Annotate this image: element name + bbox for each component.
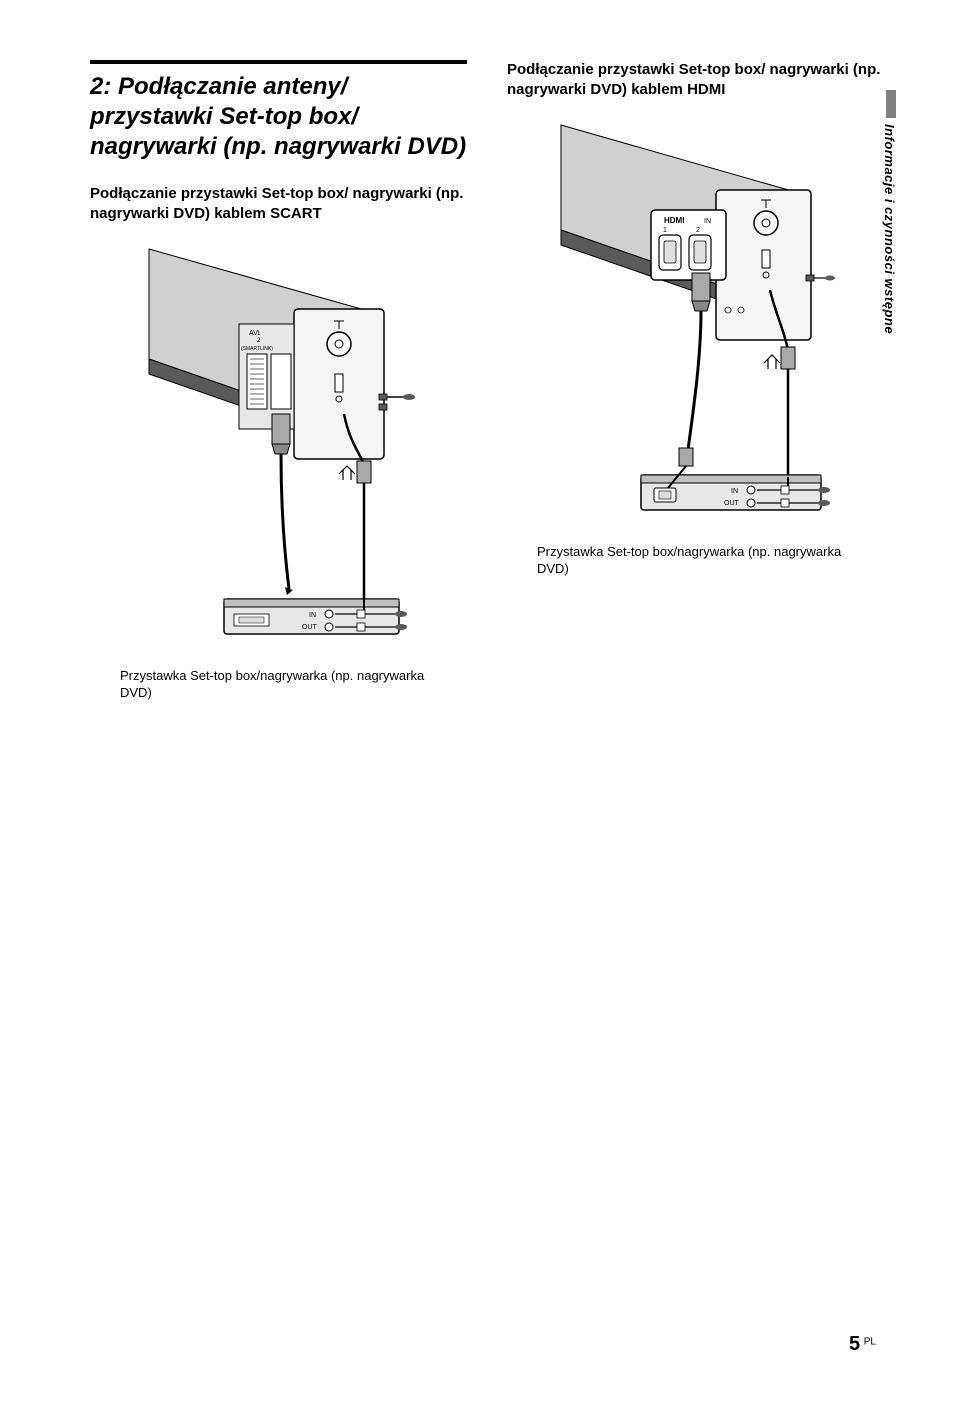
right-subheading: Podłączanie przystawki Set-top box/ nagr…	[507, 60, 884, 101]
right-column: Podłączanie przystawki Set-top box/ nagr…	[507, 60, 884, 702]
heading-rule	[90, 60, 467, 64]
in-label-2: IN	[731, 488, 738, 495]
side-tab: Informacje i czynności wstępne	[882, 90, 900, 410]
svg-text:IN: IN	[704, 218, 711, 225]
hdmi-connection-figure: HDMI IN 1 2	[556, 115, 836, 535]
side-tab-indicator	[886, 90, 896, 118]
scart-connection-figure: AV 1 2 (SMARTLINK)	[139, 239, 419, 659]
hdmi-in-label: HDMI	[664, 216, 684, 225]
page-content: 2: Podłączanie anteny/ przystawki Set-to…	[0, 0, 954, 742]
left-figure-caption: Przystawka Set-top box/nagrywarka (np. n…	[120, 667, 447, 702]
svg-text:2: 2	[696, 227, 700, 234]
left-column: 2: Podłączanie anteny/ przystawki Set-to…	[90, 60, 467, 702]
section-heading: 2: Podłączanie anteny/ przystawki Set-to…	[90, 72, 467, 162]
page-number-suffix: PL	[864, 1337, 876, 1348]
in-label: IN	[309, 612, 316, 619]
left-subheading: Podłączanie przystawki Set-top box/ nagr…	[90, 184, 467, 225]
page-number: 5 PL	[849, 1333, 876, 1356]
side-tab-label: Informacje i czynności wstępne	[882, 124, 897, 334]
page-number-value: 5	[849, 1333, 860, 1355]
svg-text:1: 1	[663, 227, 667, 234]
out-label: OUT	[302, 624, 318, 631]
out-label-2: OUT	[724, 500, 740, 507]
right-figure-caption: Przystawka Set-top box/nagrywarka (np. n…	[537, 543, 864, 578]
smartlink-label: (SMARTLINK)	[241, 346, 273, 352]
